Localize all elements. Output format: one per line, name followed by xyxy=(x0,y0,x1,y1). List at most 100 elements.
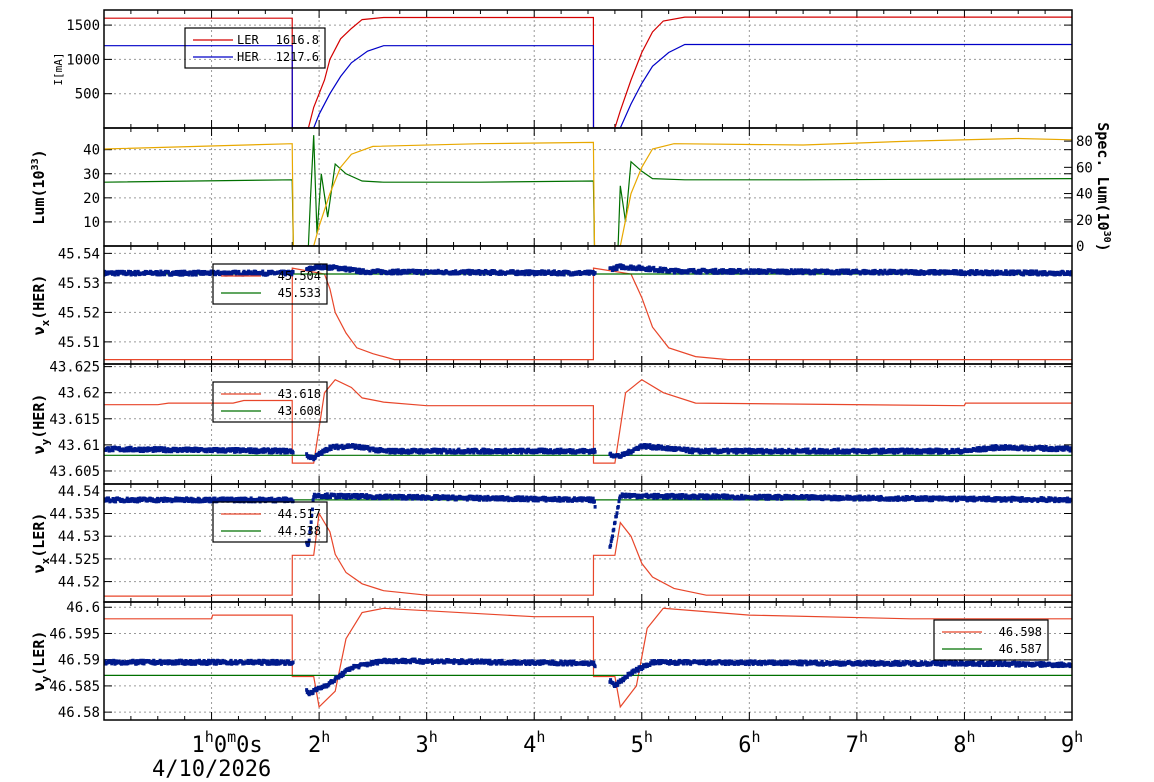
data-point xyxy=(558,451,562,455)
y-tick-label: 44.54 xyxy=(58,484,100,500)
data-point xyxy=(910,447,914,452)
y-tick-label: 44.535 xyxy=(49,507,100,523)
data-point xyxy=(494,448,498,452)
legend-value: 45.504 xyxy=(278,269,321,283)
legend: 43.618 43.608 xyxy=(212,381,328,423)
data-point xyxy=(499,495,503,499)
series-line-HER xyxy=(104,43,1072,128)
data-point xyxy=(989,447,993,451)
data-point xyxy=(831,450,835,455)
data-point xyxy=(883,268,887,273)
legend-value: 44.517 xyxy=(278,507,321,521)
legend: 44.517 44.538 xyxy=(212,501,328,543)
data-point xyxy=(441,494,445,498)
data-point xyxy=(972,495,976,500)
data-point xyxy=(291,450,295,455)
data-point xyxy=(307,538,311,543)
data-point xyxy=(713,447,717,452)
data-point xyxy=(163,446,167,450)
data-point xyxy=(819,494,823,499)
data-point xyxy=(880,451,884,455)
data-point xyxy=(953,271,957,276)
data-point xyxy=(587,272,591,276)
data-point xyxy=(129,499,133,503)
data-point xyxy=(610,536,614,541)
data-point xyxy=(580,498,584,503)
data-point xyxy=(835,451,839,455)
data-point xyxy=(283,450,287,455)
data-point xyxy=(313,266,317,271)
data-point xyxy=(614,514,618,519)
data-point xyxy=(525,269,529,273)
data-point xyxy=(133,269,137,274)
data-point xyxy=(787,494,791,498)
data-point xyxy=(1042,448,1046,452)
data-point xyxy=(541,450,545,455)
data-point xyxy=(785,493,789,498)
data-point xyxy=(814,494,818,499)
data-point xyxy=(291,499,295,504)
legend: LER 1616.8 HER 1217.6 xyxy=(184,27,326,69)
data-point xyxy=(478,498,482,502)
data-point xyxy=(1010,271,1014,276)
data-point xyxy=(251,450,255,455)
data-point xyxy=(126,446,130,450)
data-point xyxy=(230,272,234,277)
data-point xyxy=(1008,272,1012,277)
data-point xyxy=(184,446,188,451)
series-group xyxy=(104,135,1072,246)
data-point xyxy=(1047,448,1051,452)
data-point xyxy=(329,447,333,451)
data-point xyxy=(678,493,682,497)
data-point xyxy=(419,269,423,273)
data-point xyxy=(1018,499,1022,503)
data-point xyxy=(322,449,326,454)
data-point xyxy=(1002,444,1006,449)
data-point xyxy=(916,495,920,500)
data-point xyxy=(820,448,824,452)
data-point xyxy=(322,263,326,268)
data-point xyxy=(523,272,527,277)
data-point xyxy=(716,493,720,498)
data-point xyxy=(863,448,867,452)
data-point xyxy=(844,496,848,501)
data-point xyxy=(154,448,158,453)
data-point xyxy=(902,448,906,452)
data-point xyxy=(882,447,886,452)
data-point xyxy=(648,443,652,447)
data-point xyxy=(760,447,764,452)
data-point xyxy=(931,498,935,503)
data-point xyxy=(399,494,403,498)
panel-frame xyxy=(103,127,1073,247)
data-point xyxy=(697,496,701,500)
data-point xyxy=(918,448,922,453)
data-point xyxy=(985,498,989,503)
data-point xyxy=(888,498,892,502)
data-point xyxy=(193,446,197,451)
data-point xyxy=(489,272,493,276)
data-point xyxy=(945,448,949,453)
data-point xyxy=(1069,270,1072,274)
legend-box xyxy=(212,501,328,543)
panel-4: 43.605 43.61 43.615 43.62 43.625 νy(HER) 43.61… xyxy=(30,360,1073,485)
data-point xyxy=(467,496,471,501)
data-point xyxy=(711,268,715,272)
data-point xyxy=(767,497,771,501)
data-point xyxy=(444,448,448,452)
y-tick-label: 43.62 xyxy=(58,386,100,402)
data-point xyxy=(539,272,543,276)
data-point xyxy=(686,271,690,275)
data-point xyxy=(210,449,214,454)
data-point xyxy=(396,496,400,500)
data-point xyxy=(853,497,857,502)
data-point xyxy=(277,449,281,454)
data-point xyxy=(705,496,709,501)
data-point xyxy=(305,452,309,456)
data-point xyxy=(270,496,274,501)
data-point xyxy=(862,268,866,273)
data-point xyxy=(440,450,444,455)
data-point xyxy=(975,446,979,450)
data-point xyxy=(107,446,111,450)
data-point xyxy=(609,543,613,548)
data-point xyxy=(275,450,279,455)
